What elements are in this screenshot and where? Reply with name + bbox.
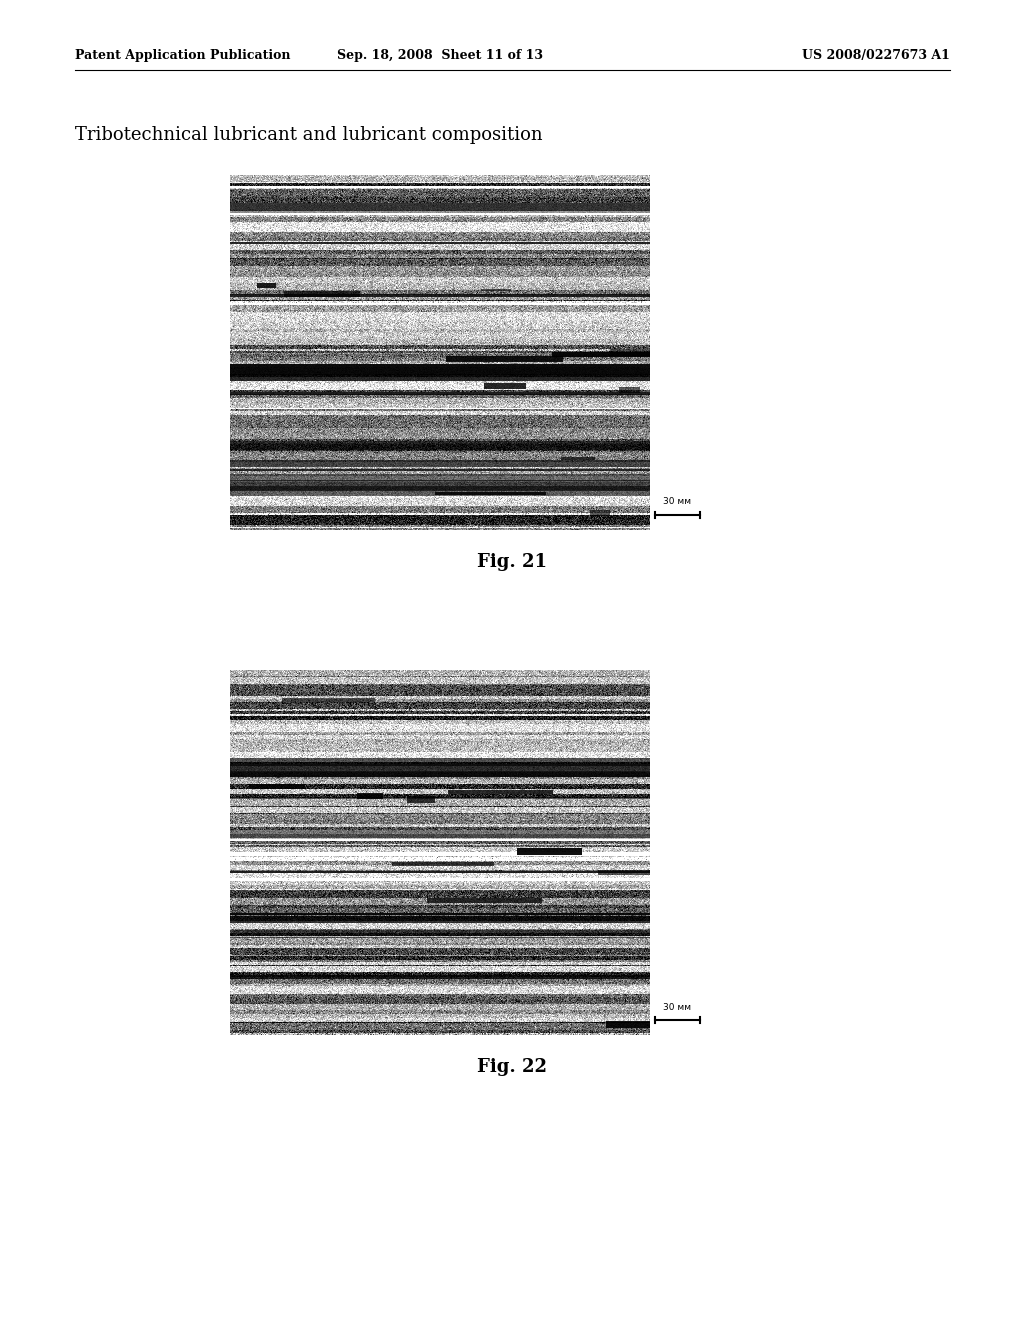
Text: Fig. 21: Fig. 21: [477, 553, 547, 572]
Text: 30 мм: 30 мм: [663, 498, 691, 507]
Text: Patent Application Publication: Patent Application Publication: [75, 49, 291, 62]
Text: 30 мм: 30 мм: [663, 1002, 691, 1011]
Text: Sep. 18, 2008  Sheet 11 of 13: Sep. 18, 2008 Sheet 11 of 13: [337, 49, 543, 62]
Text: US 2008/0227673 A1: US 2008/0227673 A1: [802, 49, 950, 62]
Text: Fig. 22: Fig. 22: [477, 1059, 547, 1076]
Text: Tribotechnical lubricant and lubricant composition: Tribotechnical lubricant and lubricant c…: [75, 125, 543, 144]
